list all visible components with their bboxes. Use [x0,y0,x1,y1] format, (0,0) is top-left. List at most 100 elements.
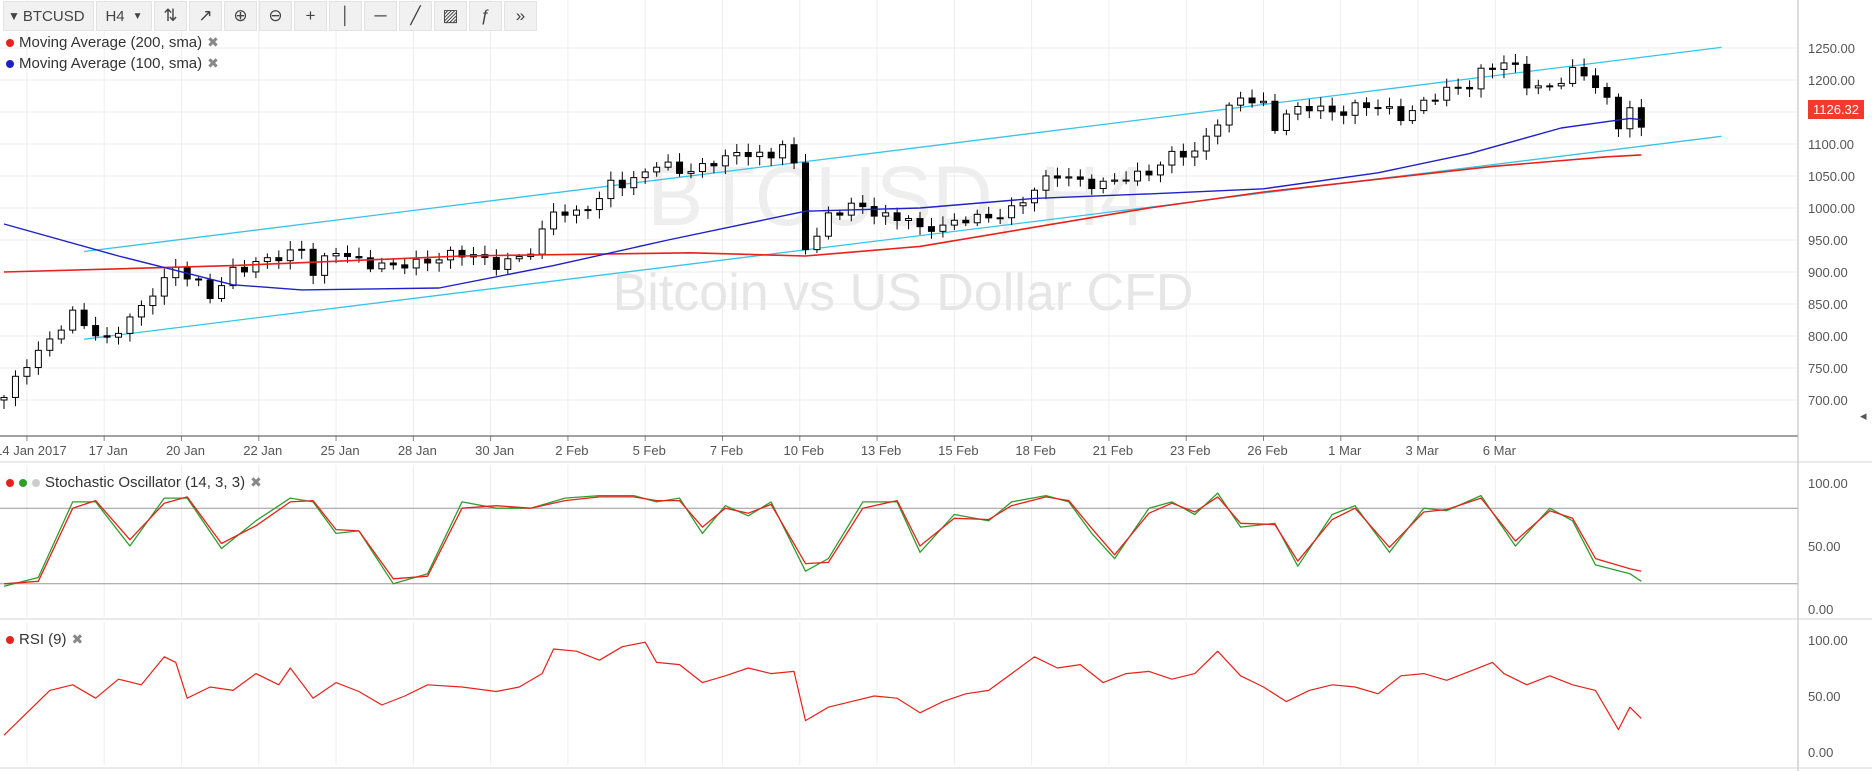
horizontal-line-icon[interactable]: ─ [364,1,397,31]
candle-body [1260,100,1267,104]
indicators-icon[interactable]: ↗ [189,1,222,31]
candle-body [1191,150,1199,158]
x-tick-label: 17 Jan [89,443,128,458]
candle-body [550,211,558,230]
candle-body [1557,82,1565,87]
vertical-line-icon[interactable]: │ [329,1,362,31]
x-tick-label: 10 Feb [784,443,824,458]
candle-body [779,144,787,159]
candle-body [1580,66,1588,77]
x-tick-label: 3 Mar [1405,443,1439,458]
function-icon[interactable]: ƒ [469,1,502,31]
candle-body [447,249,455,261]
candle-body [538,228,546,255]
remove-ma100-icon[interactable]: ✖ [207,55,219,71]
candle-body [218,285,226,299]
price-tick-label: 750.00 [1808,361,1848,376]
candle-body [46,338,54,351]
candle-body [641,171,649,179]
price-tick-label: 1050.00 [1808,169,1855,184]
x-tick-label: 21 Feb [1093,443,1133,458]
trend-line-icon[interactable]: ╱ [399,1,432,31]
candle-body [1511,62,1519,65]
candle-body [790,144,798,164]
channel-lines[interactable] [84,46,1722,340]
price-tick-label: 850.00 [1808,297,1848,312]
candle-body [733,152,741,157]
zoom-out-icon[interactable]: ⊖ [259,1,292,31]
stoch-green-dot [19,478,27,487]
candle-body [973,213,981,224]
candle-body [847,202,855,216]
candle-body [1534,85,1542,89]
x-tick-label: 6 Mar [1483,443,1517,458]
candle-body [1076,176,1084,180]
price-tick-label: 900.00 [1808,265,1848,280]
candle-body [11,375,19,398]
candle-body [1225,104,1233,126]
candle-body [893,212,901,221]
candle-body [332,253,340,257]
x-tick-label: 25 Jan [321,443,360,458]
price-tick-label: 1200.00 [1808,73,1855,88]
remove-stochastic-icon[interactable]: ✖ [250,474,262,490]
x-tick-label: 15 Feb [938,443,978,458]
fib-icon[interactable]: ▨ [434,1,467,31]
candle-body [1477,67,1485,90]
candle-body [160,277,168,297]
candle-body [229,266,237,287]
candle-body [103,335,111,338]
candle-body [424,258,432,264]
compare-icon[interactable]: ⇅ [154,1,187,31]
candle-body [1134,170,1142,182]
candle-body [595,198,603,211]
resolution-select[interactable]: H4 ▼ [96,1,152,31]
x-tick-label: 22 Jan [243,443,282,458]
candle-body [1351,102,1359,116]
candle-body [962,219,970,224]
rsi-label: RSI (9) [19,631,67,648]
candle-body [676,161,684,174]
remove-ma200-icon[interactable]: ✖ [207,34,219,50]
price-tick-label: 700.00 [1808,393,1848,408]
candle-body [939,224,947,232]
candle-body [1305,106,1313,112]
candle-body [767,151,775,159]
candle-body [721,155,729,167]
candle-body [1363,102,1371,109]
x-tick-label: 26 Feb [1247,443,1287,458]
rsi-panel [3,641,1642,736]
candle-body [1374,107,1382,110]
legend-ma100: Moving Average (100, sma) ✖ [6,55,219,72]
candle-body [206,279,214,299]
more-icon[interactable]: » [504,1,537,31]
symbol-button[interactable]: ▼ BTCUSD [3,1,94,31]
candle-body [1282,113,1290,131]
candle-body [1294,106,1302,115]
legend-ma200: Moving Average (200, sma) ✖ [6,34,219,51]
candle-body [607,179,615,200]
crosshair-icon[interactable]: + [294,1,327,31]
remove-rsi-icon[interactable]: ✖ [71,631,84,647]
candle-body [80,309,88,327]
candle-body [653,166,661,173]
candle-body [1042,175,1050,191]
stoch-tick-label: 50.00 [1808,539,1841,554]
candle-body [435,259,443,264]
candle-body [57,329,65,340]
channel-lower-line [84,135,1722,340]
zoom-in-icon[interactable]: ⊕ [224,1,257,31]
price-tick-label: 1250.00 [1808,41,1855,56]
candle-body [1145,170,1153,176]
candle-body [389,262,397,266]
candle-body [275,257,283,262]
resolution-label: H4 [105,7,125,25]
candle-body [1500,62,1508,70]
candle-body [298,248,306,251]
candle-body [1397,106,1405,122]
legend-stochastic: Stochastic Oscillator (14, 3, 3) ✖ [6,474,262,491]
x-tick-label: 7 Feb [710,443,743,458]
candle-body [286,249,294,262]
x-tick-label: 23 Feb [1170,443,1210,458]
